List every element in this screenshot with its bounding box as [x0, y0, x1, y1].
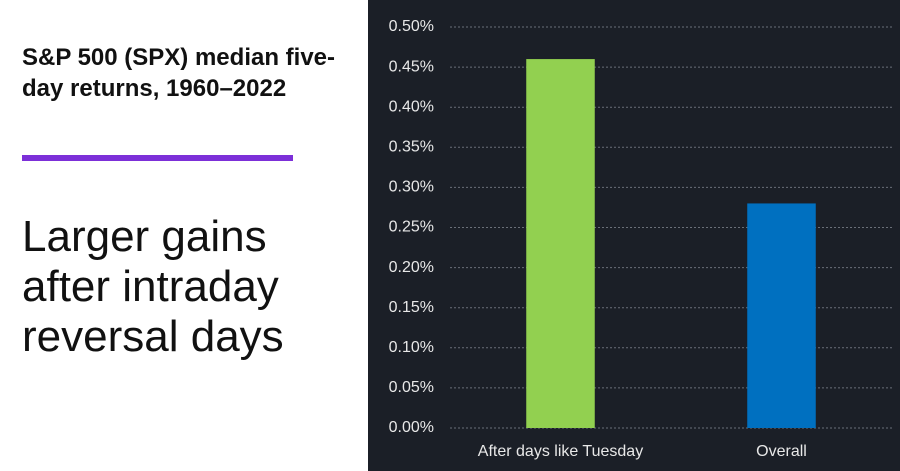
y-tick-label: 0.10% [389, 339, 434, 356]
x-tick-label: Overall [756, 443, 807, 460]
y-tick-label: 0.25% [389, 219, 434, 236]
y-tick-label: 0.35% [389, 139, 434, 156]
text-panel: S&P 500 (SPX) median five-day returns, 1… [0, 0, 368, 471]
y-tick-label: 0.45% [389, 58, 434, 75]
x-tick-label: After days like Tuesday [478, 443, 643, 460]
accent-rule [22, 155, 293, 161]
chart-background [368, 0, 900, 471]
y-tick-label: 0.20% [389, 259, 434, 276]
bar [526, 59, 595, 429]
bar [747, 203, 816, 428]
chart: 0.00% 0.05% 0.10% 0.15% 0.20% 0.25% 0.30% 0.35%… [368, 0, 900, 471]
y-tick-label: 0.50% [389, 18, 434, 35]
y-tick-label: 0.05% [389, 379, 434, 396]
y-tick-label: 0.00% [389, 419, 434, 436]
y-tick-label: 0.40% [389, 98, 434, 115]
y-tick-label: 0.30% [389, 179, 434, 196]
y-tick-label: 0.15% [389, 299, 434, 316]
chart-title: S&P 500 (SPX) median five-day returns, 1… [22, 44, 336, 102]
chart-subtitle: Larger gains after intraday reversal day… [22, 212, 284, 361]
